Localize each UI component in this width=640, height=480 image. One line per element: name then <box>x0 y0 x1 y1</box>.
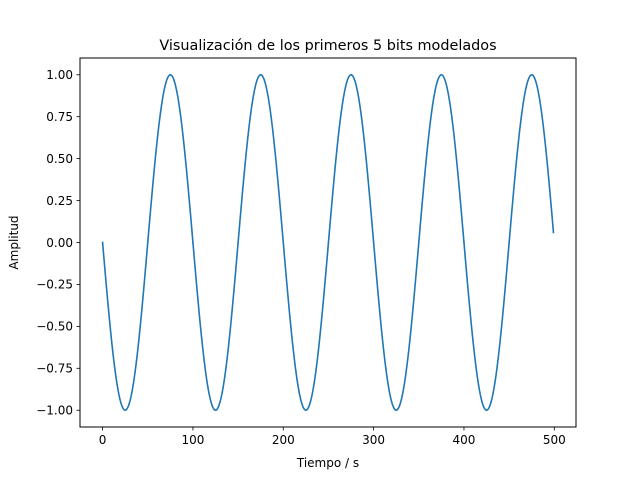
y-tick-label: 0.50 <box>46 152 73 166</box>
x-tick-label: 0 <box>99 433 107 447</box>
y-tick-label: 1.00 <box>46 68 73 82</box>
x-tick-label: 200 <box>272 433 295 447</box>
data-point <box>214 409 217 412</box>
data-point <box>552 231 555 234</box>
y-tick-label: 0.00 <box>46 236 73 250</box>
series-line <box>101 73 555 412</box>
data-point <box>259 73 262 76</box>
data-point <box>146 241 149 244</box>
data-point <box>463 241 465 244</box>
x-tick-label: 400 <box>453 433 476 447</box>
x-tick-label: 500 <box>543 433 566 447</box>
y-tick-label: −0.25 <box>36 278 73 292</box>
data-point <box>192 241 194 244</box>
y-axis-label: Amplitud <box>7 215 21 269</box>
data-point <box>327 241 330 244</box>
data-point <box>395 409 398 412</box>
data-point <box>282 241 285 244</box>
data-point <box>485 409 488 412</box>
x-axis-ticks: 0 100 200 300 400 500 <box>99 427 566 447</box>
y-tick-label: 0.75 <box>46 110 73 124</box>
x-tick-label: 100 <box>181 433 204 447</box>
data-point <box>418 241 420 244</box>
y-tick-label: −0.50 <box>36 320 73 334</box>
data-point <box>440 73 443 76</box>
y-tick-label: −1.00 <box>36 404 73 418</box>
data-point <box>530 73 533 76</box>
data-point <box>124 409 126 412</box>
data-point <box>101 241 104 244</box>
x-axis-label: Tiempo / s <box>296 456 359 470</box>
x-tick-label: 300 <box>362 433 385 447</box>
data-point <box>169 73 172 76</box>
chart-title: Visualización de los primeros 5 bits mod… <box>159 38 496 54</box>
series-layer <box>101 73 555 412</box>
data-point <box>237 241 239 244</box>
data-point <box>350 73 352 76</box>
y-axis-ticks: −1.00 −0.75 −0.50 −0.25 0.00 0.25 0.50 0.75 1.00 <box>36 68 80 418</box>
data-point <box>508 241 510 244</box>
y-tick-label: 0.25 <box>46 194 73 208</box>
data-point <box>372 241 375 244</box>
y-tick-label: −0.75 <box>36 362 73 376</box>
data-point <box>305 409 307 412</box>
